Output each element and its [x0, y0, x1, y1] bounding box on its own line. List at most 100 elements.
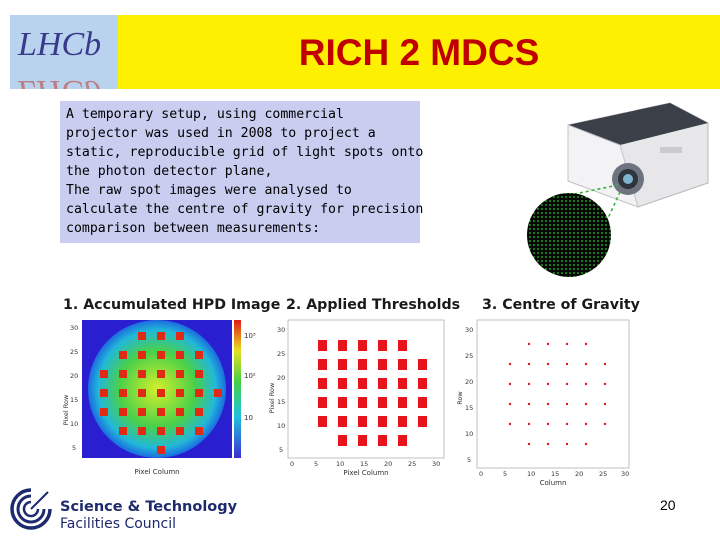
- y-ticks: 30 25 20 15 10 5: [70, 324, 78, 452]
- cog-point: [584, 422, 588, 426]
- hpd-spot: [195, 389, 203, 397]
- cog-point: [565, 442, 569, 446]
- threshold-spot: [398, 416, 407, 427]
- org-name-line1: Science & Technology: [60, 499, 238, 515]
- hpd-spot: [138, 389, 146, 397]
- svg-text:5: 5: [314, 460, 318, 468]
- page-number: 20: [660, 497, 676, 513]
- cog-point: [546, 442, 550, 446]
- svg-text:15: 15: [70, 396, 78, 404]
- cog-point: [565, 362, 569, 366]
- svg-text:15: 15: [360, 460, 368, 468]
- figure-label: 3. Centre of Gravity: [482, 297, 640, 313]
- threshold-spot: [338, 378, 347, 389]
- cog-point: [508, 362, 512, 366]
- threshold-spot: [398, 359, 407, 370]
- intro-line: the photon detector plane,: [66, 164, 273, 179]
- threshold-spot: [398, 397, 407, 408]
- projector-image: [527, 102, 709, 277]
- cog-point: [546, 382, 550, 386]
- hpd-spot: [119, 389, 127, 397]
- svg-text:10: 10: [70, 420, 78, 428]
- x-axis-label: Pixel Column: [134, 468, 179, 476]
- cog-point: [527, 342, 531, 346]
- hpd-spot: [138, 332, 146, 340]
- hpd-spot: [176, 370, 184, 378]
- svg-text:10: 10: [336, 460, 344, 468]
- hpd-spot: [138, 370, 146, 378]
- svg-text:25: 25: [70, 348, 78, 356]
- intro-line: comparison between measurements:: [66, 221, 321, 236]
- threshold-spot: [358, 435, 367, 446]
- threshold-spot: [378, 416, 387, 427]
- svg-text:10: 10: [277, 422, 285, 430]
- projector-icon: [567, 102, 709, 208]
- threshold-spot: [418, 359, 427, 370]
- hpd-spot: [176, 351, 184, 359]
- cog-point: [584, 402, 588, 406]
- threshold-spot: [338, 435, 347, 446]
- cog-point: [565, 342, 569, 346]
- threshold-spot: [378, 378, 387, 389]
- hpd-spot: [176, 389, 184, 397]
- hpd-spot: [157, 389, 165, 397]
- threshold-spot-grid: [318, 340, 427, 446]
- svg-text:5: 5: [467, 456, 471, 464]
- hpd-spot: [195, 427, 203, 435]
- hpd-spot: [138, 427, 146, 435]
- intro-line: A temporary setup, using commercial: [66, 107, 344, 122]
- svg-text:30: 30: [621, 470, 629, 478]
- threshold-spot: [318, 397, 327, 408]
- y-axis-label: Row: [456, 391, 464, 405]
- cog-point: [565, 402, 569, 406]
- svg-text:25: 25: [408, 460, 416, 468]
- hpd-spot: [157, 332, 165, 340]
- cog-point: [546, 402, 550, 406]
- hpd-spot: [157, 351, 165, 359]
- svg-text:25: 25: [465, 352, 473, 360]
- y-axis-label: Pixel Row: [268, 382, 276, 413]
- cog-point-grid: [508, 342, 607, 446]
- threshold-spot: [318, 378, 327, 389]
- threshold-spot: [358, 397, 367, 408]
- svg-text:5: 5: [503, 470, 507, 478]
- org-name-line2: Facilities Council: [60, 516, 177, 532]
- lhcb-logo: LHCb LHCb: [10, 15, 118, 110]
- title-bar: [118, 15, 720, 89]
- cog-point: [603, 382, 607, 386]
- hpd-spot: [119, 370, 127, 378]
- threshold-spot: [398, 378, 407, 389]
- logo-text: LHCb: [17, 26, 101, 63]
- cog-point: [527, 362, 531, 366]
- accumulated-hpd-plot: 10³ 10² 10 30 25 20 15 10 5 Pixel Row Pixel C…: [62, 320, 256, 476]
- hpd-spot: [138, 351, 146, 359]
- svg-text:5: 5: [72, 444, 76, 452]
- colorbar-tick: 10³: [244, 332, 256, 340]
- svg-text:15: 15: [551, 470, 559, 478]
- colorbar-tick: 10²: [244, 372, 256, 380]
- cog-point: [508, 382, 512, 386]
- projection-ray: [569, 184, 619, 196]
- threshold-spot: [418, 416, 427, 427]
- hpd-spot: [195, 408, 203, 416]
- svg-text:0: 0: [479, 470, 483, 478]
- cog-point: [546, 362, 550, 366]
- intro-line: projector was used in 2008 to project a: [66, 126, 376, 141]
- intro-line: static, reproducible grid of light spots…: [66, 145, 424, 160]
- threshold-spot: [418, 397, 427, 408]
- svg-text:15: 15: [277, 398, 285, 406]
- threshold-spot: [358, 359, 367, 370]
- x-axis-label: Column: [540, 479, 567, 487]
- svg-text:5: 5: [279, 446, 283, 454]
- threshold-spot: [358, 416, 367, 427]
- cog-point: [584, 342, 588, 346]
- svg-text:10: 10: [465, 430, 473, 438]
- threshold-spot: [338, 340, 347, 351]
- cog-point: [546, 342, 550, 346]
- svg-text:25: 25: [277, 350, 285, 358]
- svg-text:20: 20: [384, 460, 392, 468]
- figure-label: 1. Accumulated HPD Image: [63, 297, 281, 313]
- slide-title: RICH 2 MDCS: [298, 32, 540, 73]
- hpd-spot: [195, 351, 203, 359]
